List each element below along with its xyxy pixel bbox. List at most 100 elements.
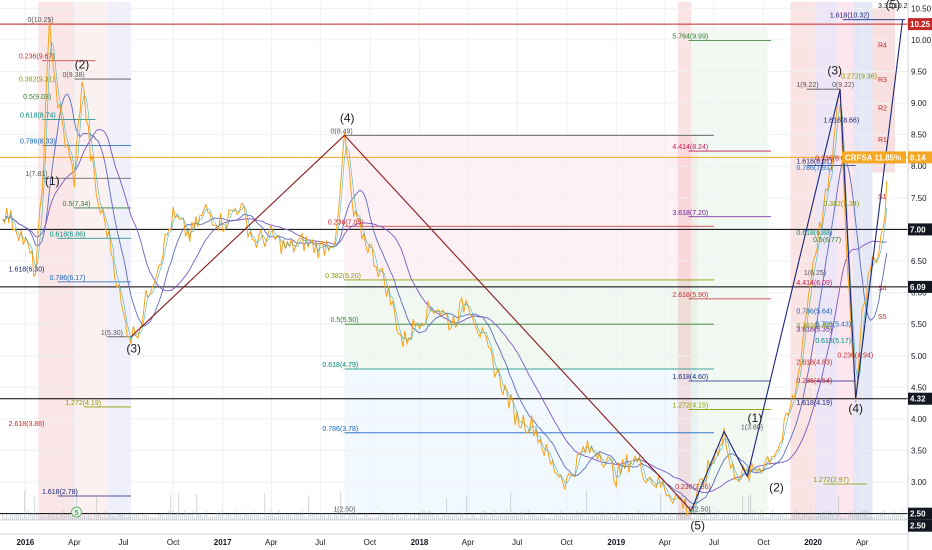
volume-bar xyxy=(142,514,144,520)
volume-bar xyxy=(780,513,782,520)
volume-bar xyxy=(656,517,658,520)
volume-bar xyxy=(812,516,814,520)
volume-bar xyxy=(294,514,296,520)
price-tick-8: 6.50 xyxy=(911,257,927,266)
fib-label-21: 0.786(3.78) xyxy=(322,426,358,433)
volume-bar xyxy=(888,512,890,520)
level-badge-1 xyxy=(908,151,932,164)
fib-label-27: 1.618(4.60) xyxy=(672,374,708,381)
volume-bar xyxy=(404,511,406,520)
volume-bar xyxy=(562,516,564,520)
volume-bar xyxy=(200,512,202,520)
fib-label-25: 3.618(7.20) xyxy=(672,210,708,217)
volume-bar xyxy=(810,510,812,520)
volume-bar xyxy=(216,513,218,520)
volume-bar xyxy=(840,516,842,520)
volume-bar xyxy=(360,517,362,520)
volume-bar xyxy=(166,512,168,520)
volume-bar xyxy=(304,516,306,520)
volume-bar xyxy=(638,510,640,520)
volume-bar xyxy=(324,514,326,520)
volume-bar xyxy=(336,510,338,520)
volume-bar xyxy=(896,515,898,520)
volume-bar xyxy=(342,511,344,520)
volume-bar xyxy=(266,515,268,520)
price-axis-background xyxy=(908,0,932,550)
volume-bar xyxy=(778,514,780,520)
volume-bar xyxy=(578,514,580,520)
fib-label-6: 1(7.81) xyxy=(25,171,47,178)
volume-bar xyxy=(808,516,810,520)
volume-bar xyxy=(262,516,264,520)
fib-label-45: 0.786(5.43) xyxy=(815,322,851,329)
volume-bar xyxy=(740,517,742,520)
volume-bar xyxy=(354,513,356,520)
volume-bar xyxy=(174,514,176,520)
volume-bar xyxy=(668,513,670,520)
volume-bar xyxy=(830,514,832,520)
volume-bar xyxy=(104,510,106,520)
volume-bar xyxy=(160,513,162,520)
volume-bar xyxy=(28,510,30,520)
volume-bar xyxy=(592,512,594,520)
volume-bar xyxy=(700,514,702,520)
volume-bar xyxy=(792,512,794,520)
volume-bar xyxy=(102,516,104,520)
volume-bar xyxy=(258,511,260,520)
volume-bar xyxy=(296,511,298,520)
volume-bar xyxy=(836,511,838,520)
volume-bar xyxy=(604,512,606,520)
time-tick-8: 2018 xyxy=(411,538,429,547)
volume-bar xyxy=(510,491,512,520)
volume-bar xyxy=(572,515,574,520)
price-tick-12: 4.50 xyxy=(911,383,927,392)
volume-bar xyxy=(762,513,764,520)
volume-bar xyxy=(228,514,230,520)
fib-label-44: 0.618(5.17) xyxy=(815,338,851,345)
volume-bar xyxy=(866,511,868,520)
volume-bar xyxy=(854,510,856,520)
wave-label-0: (1) xyxy=(45,174,60,188)
volume-bar xyxy=(734,516,736,520)
volume-bar xyxy=(344,513,346,520)
volume-bar xyxy=(844,516,846,520)
volume-bar xyxy=(6,514,8,520)
volume-bar xyxy=(412,517,414,520)
volume-bar xyxy=(892,513,894,520)
time-axis[interactable]: 2016 Apr Jul Oct 2017 Apr Jul Oct 2018 Apr Jul Oct 2… xyxy=(0,533,908,547)
volume-bar xyxy=(598,517,600,520)
volume-bar xyxy=(790,516,792,520)
volume-bar xyxy=(438,515,440,520)
volume-bar xyxy=(534,515,536,520)
fib-label-40: 1.272(2.97) xyxy=(813,477,849,484)
volume-bar xyxy=(850,510,852,520)
volume-bar xyxy=(182,514,184,520)
volume-bar xyxy=(196,494,198,520)
volume-bar xyxy=(26,517,28,520)
volume-bar xyxy=(282,513,284,520)
wave-label-3: (4) xyxy=(340,111,355,125)
wave-label-8: (4) xyxy=(848,402,863,416)
volume-bar xyxy=(152,517,154,520)
volume-bar xyxy=(452,516,454,520)
volume-bar xyxy=(634,512,636,520)
volume-bar xyxy=(784,517,786,520)
volume-bar xyxy=(170,494,172,520)
volume-bar xyxy=(566,512,568,520)
volume-bar xyxy=(12,515,14,520)
volume-bar xyxy=(414,514,416,520)
level-badge-2 xyxy=(908,223,932,236)
volume-bar xyxy=(530,514,532,520)
volume-bar xyxy=(760,510,762,520)
time-tick-9: Apr xyxy=(462,538,475,547)
price-series xyxy=(2,18,888,517)
price-tick-10: 5.50 xyxy=(911,320,927,329)
time-tick-4: 2017 xyxy=(214,538,232,547)
volume-bar xyxy=(82,513,84,520)
volume-bar xyxy=(350,512,352,520)
volume-bar xyxy=(698,513,700,520)
volume-bar xyxy=(658,515,660,520)
volume-bar xyxy=(60,512,62,520)
time-tick-10: Jul xyxy=(512,538,522,547)
